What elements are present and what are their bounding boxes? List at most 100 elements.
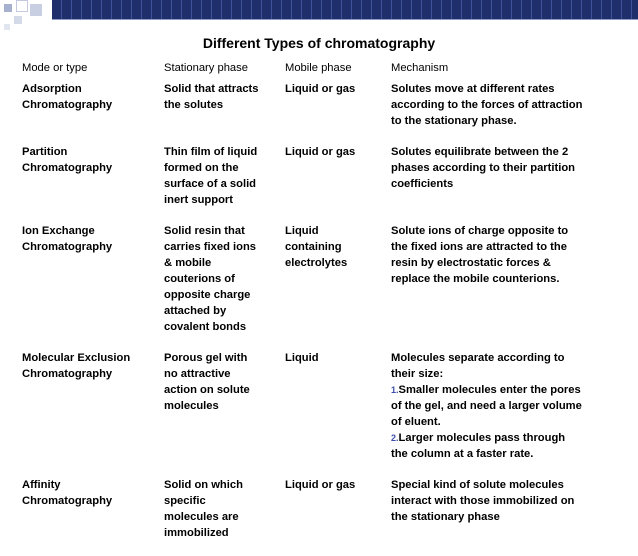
cell-line: immobilized bbox=[164, 527, 229, 539]
table-header-row: Mode or type Stationary phase Mobile pha… bbox=[22, 60, 624, 81]
table-row: Partition Chromatography Thin film of li… bbox=[22, 144, 624, 223]
cell-line: molecules are bbox=[164, 511, 239, 523]
decor-square bbox=[30, 4, 42, 16]
mode-cell: Partition Chromatography bbox=[22, 144, 164, 223]
mobile-phase-cell: Liquid bbox=[285, 350, 391, 477]
table-row: Ion Exchange Chromatography Solid resin … bbox=[22, 223, 624, 350]
decor-square bbox=[16, 0, 28, 12]
stationary-phase-cell: Thin film of liquid formed on the surfac… bbox=[164, 144, 285, 223]
table-row: Affinity Chromatography Solid on which s… bbox=[22, 477, 624, 556]
cell-line: inert support bbox=[164, 194, 233, 206]
cell-line: opposite charge bbox=[164, 289, 251, 301]
cell-line: carries fixed ions bbox=[164, 241, 257, 253]
mobile-phase-cell: Liquid or gas bbox=[285, 144, 391, 223]
cell-line: surface of a solid bbox=[164, 178, 257, 190]
page-title: Different Types of chromatography bbox=[202, 35, 436, 51]
cell-line: couterions of bbox=[164, 273, 235, 285]
cell-line: Thin film of liquid bbox=[164, 146, 258, 158]
cell-line: their size: bbox=[391, 368, 444, 380]
mobile-phase-cell: Liquid or gas bbox=[285, 477, 391, 556]
step-number: 1. bbox=[391, 385, 399, 395]
step-text: Smaller molecules enter the pores bbox=[398, 384, 581, 396]
mode-cell: Adsorption Chromatography bbox=[22, 81, 164, 144]
cell-line: of the gel, and need a larger volume bbox=[391, 400, 582, 412]
cell-line: Liquid bbox=[285, 352, 319, 364]
cell-line: phases according to their partition bbox=[391, 162, 575, 174]
cell-line: no attractive bbox=[164, 368, 231, 380]
header-band-underline bbox=[52, 19, 638, 20]
cell-line: to the stationary phase. bbox=[391, 115, 517, 127]
cell-line: Chromatography bbox=[22, 368, 113, 380]
cell-line: Adsorption bbox=[22, 83, 82, 95]
decor-square bbox=[14, 16, 22, 24]
cell-line: Liquid or gas bbox=[285, 83, 356, 95]
numbered-step: 2.Larger molecules pass through the colu… bbox=[391, 430, 624, 462]
step-text: Larger molecules pass through bbox=[398, 432, 566, 444]
header-band bbox=[52, 0, 638, 19]
cell-line: covalent bonds bbox=[164, 321, 247, 333]
stationary-phase-cell: Solid on which specific molecules are im… bbox=[164, 477, 285, 556]
mechanism-cell: Solutes move at different rates accordin… bbox=[391, 81, 624, 144]
cell-line: & mobile bbox=[164, 257, 212, 269]
stationary-phase-cell: Porous gel with no attractive action on … bbox=[164, 350, 285, 477]
cell-line: Liquid or gas bbox=[285, 479, 356, 491]
stationary-phase-cell: Solid resin that carries fixed ions & mo… bbox=[164, 223, 285, 350]
decor-square bbox=[4, 24, 10, 30]
cell-line: interact with those immobilized on bbox=[391, 495, 575, 507]
cell-line: Solid on which bbox=[164, 479, 243, 491]
cell-line: Molecular Exclusion bbox=[22, 352, 131, 364]
cell-line: the solutes bbox=[164, 99, 224, 111]
cell-line: Solutes equilibrate between the 2 bbox=[391, 146, 569, 158]
cell-line: specific bbox=[164, 495, 206, 507]
cell-line: according to the forces of attraction bbox=[391, 99, 583, 111]
column-header: Mechanism bbox=[391, 62, 449, 74]
cell-line: Affinity bbox=[22, 479, 61, 491]
cell-line: of eluent. bbox=[391, 416, 441, 428]
mechanism-cell: Molecules separate according to their si… bbox=[391, 350, 624, 477]
mechanism-cell: Solute ions of charge opposite to the fi… bbox=[391, 223, 624, 350]
cell-line: coefficients bbox=[391, 178, 454, 190]
mode-cell: Molecular Exclusion Chromatography bbox=[22, 350, 164, 477]
cell-line: Solutes move at different rates bbox=[391, 83, 555, 95]
cell-line: Partition bbox=[22, 146, 68, 158]
mode-cell: Ion Exchange Chromatography bbox=[22, 223, 164, 350]
mechanism-cell: Special kind of solute molecules interac… bbox=[391, 477, 624, 556]
cell-line: 2.Larger molecules pass through bbox=[391, 430, 624, 446]
column-header: Mode or type bbox=[22, 62, 88, 74]
table-row: Molecular Exclusion Chromatography Porou… bbox=[22, 350, 624, 477]
column-header: Stationary phase bbox=[164, 62, 248, 74]
cell-line: containing bbox=[285, 241, 342, 253]
mobile-phase-cell: Liquid or gas bbox=[285, 81, 391, 144]
column-header: Mobile phase bbox=[285, 62, 352, 74]
cell-line: the column at a faster rate. bbox=[391, 448, 534, 460]
step-number: 2. bbox=[391, 433, 399, 443]
cell-line: the fixed ions are attracted to the bbox=[391, 241, 567, 253]
cell-line: Chromatography bbox=[22, 99, 113, 111]
cell-line: formed on the bbox=[164, 162, 239, 174]
mode-cell: Affinity Chromatography bbox=[22, 477, 164, 556]
cell-line: Solute ions of charge opposite to bbox=[391, 225, 569, 237]
cell-line: 1.Smaller molecules enter the pores bbox=[391, 382, 624, 398]
cell-line: molecules bbox=[164, 400, 219, 412]
cell-line: Molecules separate according to bbox=[391, 352, 565, 364]
decor-square bbox=[4, 4, 12, 12]
cell-line: resin by electrostatic forces & bbox=[391, 257, 551, 269]
mobile-phase-cell: Liquid containing electrolytes bbox=[285, 223, 391, 350]
table-row: Adsorption Chromatography Solid that att… bbox=[22, 81, 624, 144]
slide-header-decoration bbox=[0, 0, 638, 30]
cell-line: the stationary phase bbox=[391, 511, 500, 523]
cell-line: action on solute bbox=[164, 384, 250, 396]
cell-line: Chromatography bbox=[22, 162, 113, 174]
cell-line: Special kind of solute molecules bbox=[391, 479, 564, 491]
cell-line: Chromatography bbox=[22, 495, 113, 507]
chromatography-table: Mode or type Stationary phase Mobile pha… bbox=[22, 60, 624, 556]
cell-line: Chromatography bbox=[22, 241, 113, 253]
cell-line: Porous gel with bbox=[164, 352, 248, 364]
cell-line: replace the mobile counterions. bbox=[391, 273, 560, 285]
cell-line: attached by bbox=[164, 305, 227, 317]
mechanism-cell: Solutes equilibrate between the 2 phases… bbox=[391, 144, 624, 223]
cell-line: electrolytes bbox=[285, 257, 348, 269]
numbered-step: 1.Smaller molecules enter the pores of t… bbox=[391, 382, 624, 430]
stationary-phase-cell: Solid that attracts the solutes bbox=[164, 81, 285, 144]
cell-line: Ion Exchange bbox=[22, 225, 95, 237]
